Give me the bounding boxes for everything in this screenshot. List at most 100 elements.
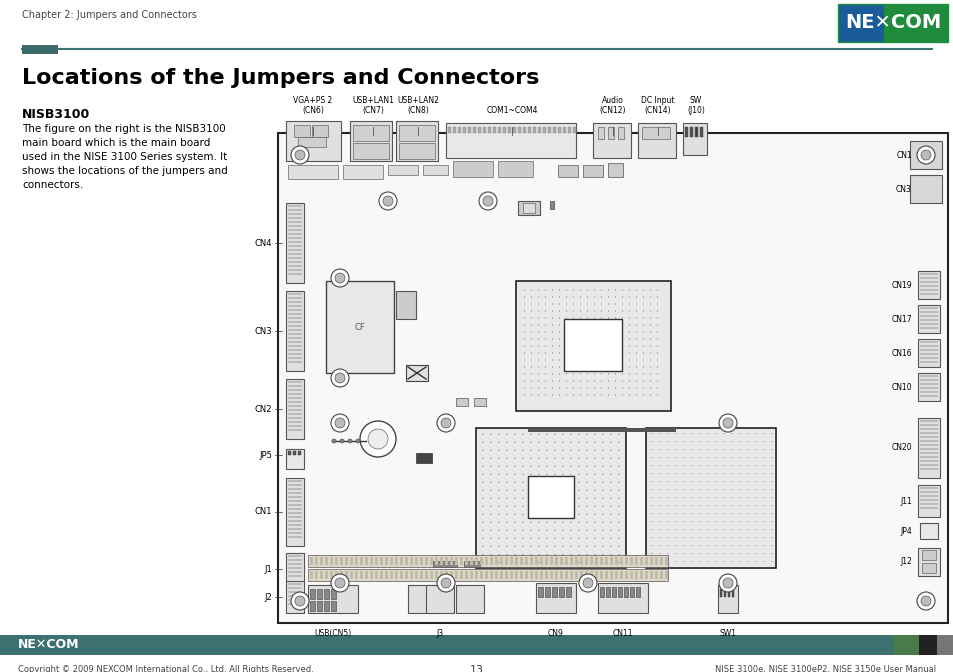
Bar bbox=[288, 425, 302, 427]
Bar bbox=[479, 571, 482, 579]
Bar bbox=[288, 524, 302, 526]
Bar bbox=[288, 413, 302, 415]
Bar bbox=[695, 127, 698, 137]
Bar bbox=[314, 557, 317, 565]
Circle shape bbox=[335, 273, 345, 283]
Bar bbox=[288, 217, 302, 219]
Bar bbox=[565, 587, 571, 597]
Bar bbox=[288, 353, 302, 355]
Bar bbox=[453, 161, 493, 177]
Bar bbox=[353, 125, 389, 141]
Bar bbox=[584, 557, 587, 565]
Bar bbox=[288, 559, 302, 561]
Text: Copyright © 2009 NEXCOM International Co., Ltd. All Rights Reserved.: Copyright © 2009 NEXCOM International Co… bbox=[18, 665, 314, 672]
Bar bbox=[330, 571, 333, 579]
Circle shape bbox=[331, 269, 349, 287]
Bar bbox=[288, 249, 302, 251]
Bar bbox=[919, 353, 937, 355]
Bar bbox=[564, 571, 567, 579]
Bar bbox=[339, 557, 343, 565]
Bar bbox=[559, 571, 562, 579]
Bar bbox=[569, 571, 573, 579]
Bar bbox=[288, 317, 302, 319]
Bar bbox=[527, 428, 676, 432]
Bar bbox=[288, 237, 302, 239]
Bar bbox=[395, 291, 416, 319]
Bar bbox=[644, 571, 647, 579]
Bar bbox=[350, 557, 353, 565]
Circle shape bbox=[719, 414, 737, 432]
Circle shape bbox=[368, 429, 388, 449]
Bar bbox=[405, 557, 408, 565]
Circle shape bbox=[294, 596, 305, 606]
Bar bbox=[288, 401, 302, 403]
Bar bbox=[542, 127, 545, 133]
Bar bbox=[917, 339, 939, 367]
Bar bbox=[277, 133, 947, 623]
Bar bbox=[325, 571, 328, 579]
Text: JP4: JP4 bbox=[900, 526, 911, 536]
Bar bbox=[288, 429, 302, 431]
Text: Locations of the Jumpers and Connectors: Locations of the Jumpers and Connectors bbox=[22, 68, 538, 88]
Circle shape bbox=[916, 146, 934, 164]
Bar bbox=[308, 569, 667, 581]
Bar bbox=[593, 123, 630, 158]
Bar bbox=[455, 557, 457, 565]
Bar bbox=[919, 464, 937, 466]
Bar bbox=[473, 127, 476, 133]
Bar bbox=[288, 225, 302, 227]
Bar bbox=[919, 436, 937, 438]
Bar bbox=[415, 571, 417, 579]
Bar bbox=[684, 127, 687, 137]
Text: DC Input
(CN14): DC Input (CN14) bbox=[640, 95, 674, 115]
Bar bbox=[936, 635, 953, 655]
Bar bbox=[286, 203, 304, 283]
Bar bbox=[584, 571, 587, 579]
Bar bbox=[599, 587, 603, 597]
Bar bbox=[919, 460, 937, 462]
Bar bbox=[288, 555, 302, 557]
Bar bbox=[288, 393, 302, 395]
Bar bbox=[599, 571, 602, 579]
Bar bbox=[919, 281, 937, 283]
Bar bbox=[310, 571, 313, 579]
Bar bbox=[638, 123, 676, 158]
Bar bbox=[355, 557, 357, 565]
Text: CN17: CN17 bbox=[890, 314, 911, 323]
Text: J1: J1 bbox=[264, 564, 272, 573]
Bar bbox=[288, 261, 302, 263]
Bar bbox=[415, 557, 417, 565]
Bar bbox=[470, 571, 473, 579]
Bar bbox=[919, 273, 937, 275]
Bar bbox=[457, 127, 460, 133]
Bar bbox=[919, 424, 937, 426]
Bar bbox=[416, 453, 432, 463]
Bar bbox=[618, 127, 623, 139]
Bar bbox=[288, 305, 302, 307]
Bar bbox=[655, 557, 658, 565]
Bar bbox=[504, 557, 507, 565]
Bar bbox=[644, 557, 647, 565]
Bar bbox=[718, 585, 738, 613]
Bar bbox=[689, 127, 692, 137]
Bar bbox=[919, 345, 937, 347]
Bar bbox=[550, 571, 553, 579]
Circle shape bbox=[355, 439, 359, 443]
Text: J11: J11 bbox=[900, 497, 911, 505]
Bar bbox=[314, 571, 317, 579]
Bar bbox=[921, 550, 935, 560]
Bar bbox=[607, 163, 622, 177]
Bar bbox=[552, 587, 557, 597]
Bar bbox=[615, 557, 618, 565]
Bar bbox=[288, 512, 302, 514]
Bar bbox=[513, 127, 516, 133]
Bar bbox=[636, 587, 639, 597]
Bar bbox=[288, 313, 302, 315]
Bar bbox=[635, 571, 638, 579]
Bar bbox=[435, 557, 437, 565]
Bar bbox=[22, 45, 58, 54]
Bar bbox=[629, 571, 633, 579]
Bar bbox=[582, 165, 602, 177]
Bar bbox=[316, 589, 322, 599]
Bar bbox=[350, 121, 392, 161]
